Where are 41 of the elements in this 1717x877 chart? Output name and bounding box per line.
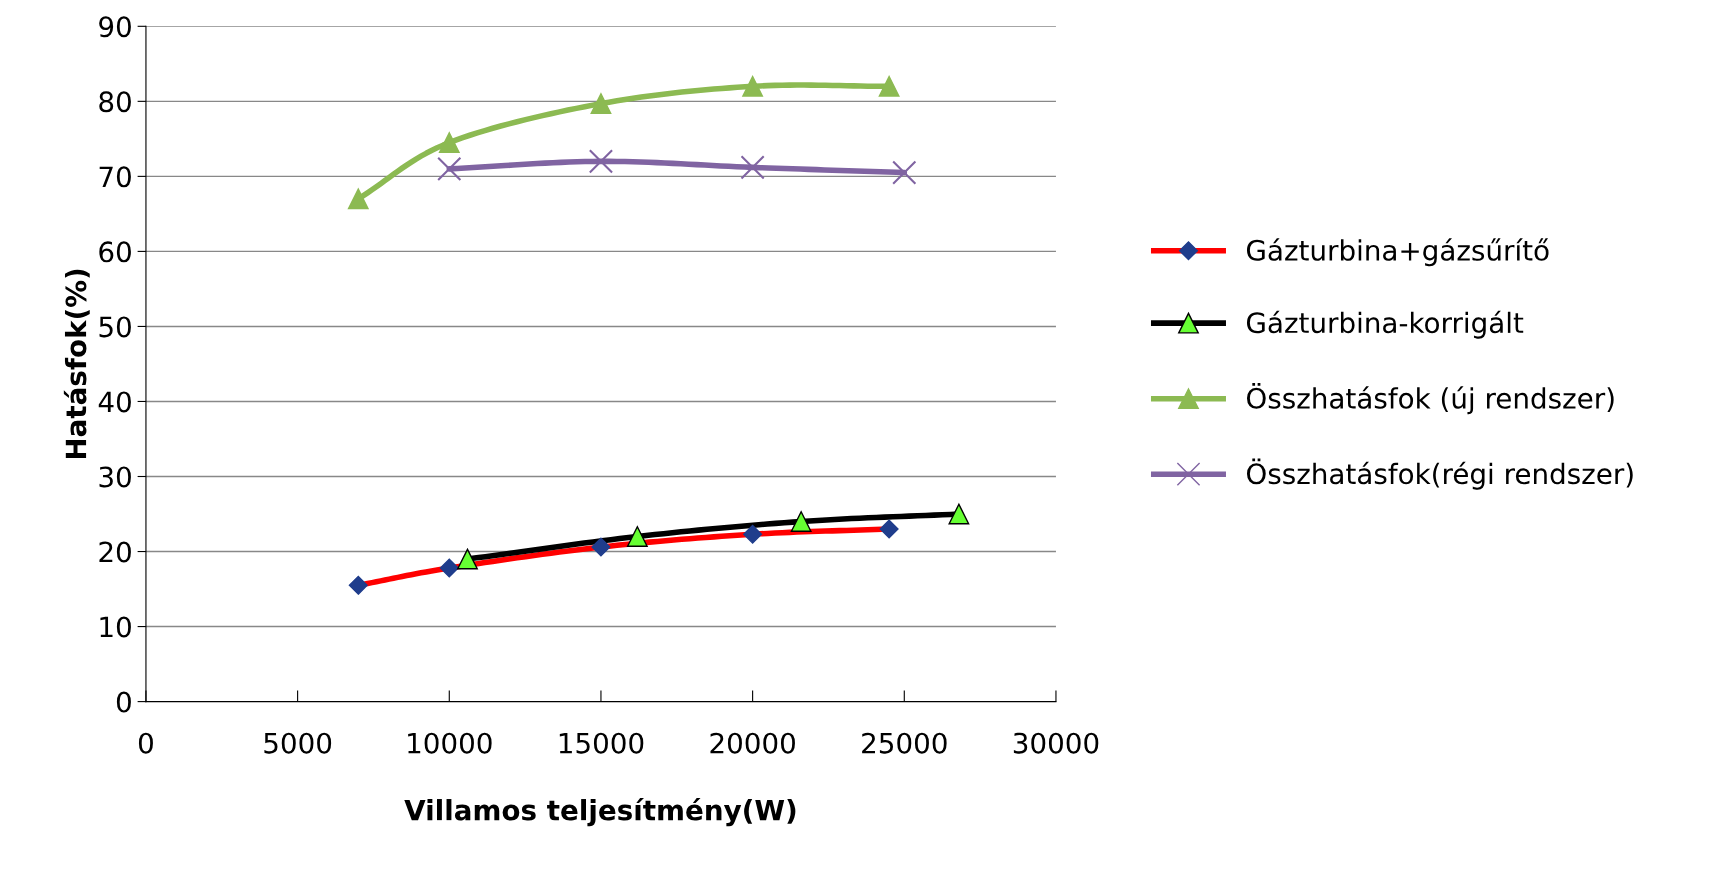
legend-label: Összhatásfok (új rendszer) (1246, 383, 1614, 415)
x-tick-label: 10000 (408, 732, 492, 754)
y-axis-title: Hatásfok(%) (63, 269, 90, 459)
point (790, 511, 812, 532)
point (348, 575, 368, 595)
point (439, 558, 459, 578)
y-tick-label: 90 (99, 16, 131, 38)
legend-label: Gázturbina-korrigált (1246, 310, 1524, 339)
point (591, 537, 611, 557)
y-tick-label: 0 (116, 691, 131, 713)
x-tick-label: 0 (138, 732, 153, 754)
point (438, 132, 460, 154)
x-tick-label: 20000 (710, 732, 795, 754)
point (742, 75, 764, 97)
x-tick-label: 15000 (559, 732, 644, 754)
point (588, 149, 614, 174)
point (879, 519, 899, 539)
point (948, 503, 970, 525)
legend-label: Összhatásfok(régi rendszer) (1246, 458, 1633, 490)
point (590, 93, 612, 115)
y-tick-label: 40 (98, 391, 131, 413)
y-tick-label: 10 (100, 616, 131, 638)
x-tick-label: 30000 (1013, 732, 1099, 754)
y-tick-label: 80 (99, 91, 131, 113)
point (457, 548, 478, 570)
y-tick-label: 30 (99, 466, 131, 488)
point (626, 526, 648, 547)
point (743, 524, 763, 544)
x-tick-label: 25000 (862, 732, 947, 754)
legend-label: Gázturbina+gázsűrítő (1246, 238, 1549, 267)
x-tick-label: 5000 (264, 732, 332, 754)
x-axis-title: Villamos teljesítmény(W) (404, 797, 796, 827)
y-tick-label: 50 (99, 316, 131, 338)
point (437, 156, 462, 182)
y-tick-label: 70 (99, 166, 131, 188)
point (740, 155, 765, 180)
y-tick-label: 20 (99, 541, 131, 563)
point (878, 75, 900, 97)
point (892, 160, 917, 185)
point (347, 188, 369, 210)
y-tick-label: 60 (99, 241, 131, 263)
